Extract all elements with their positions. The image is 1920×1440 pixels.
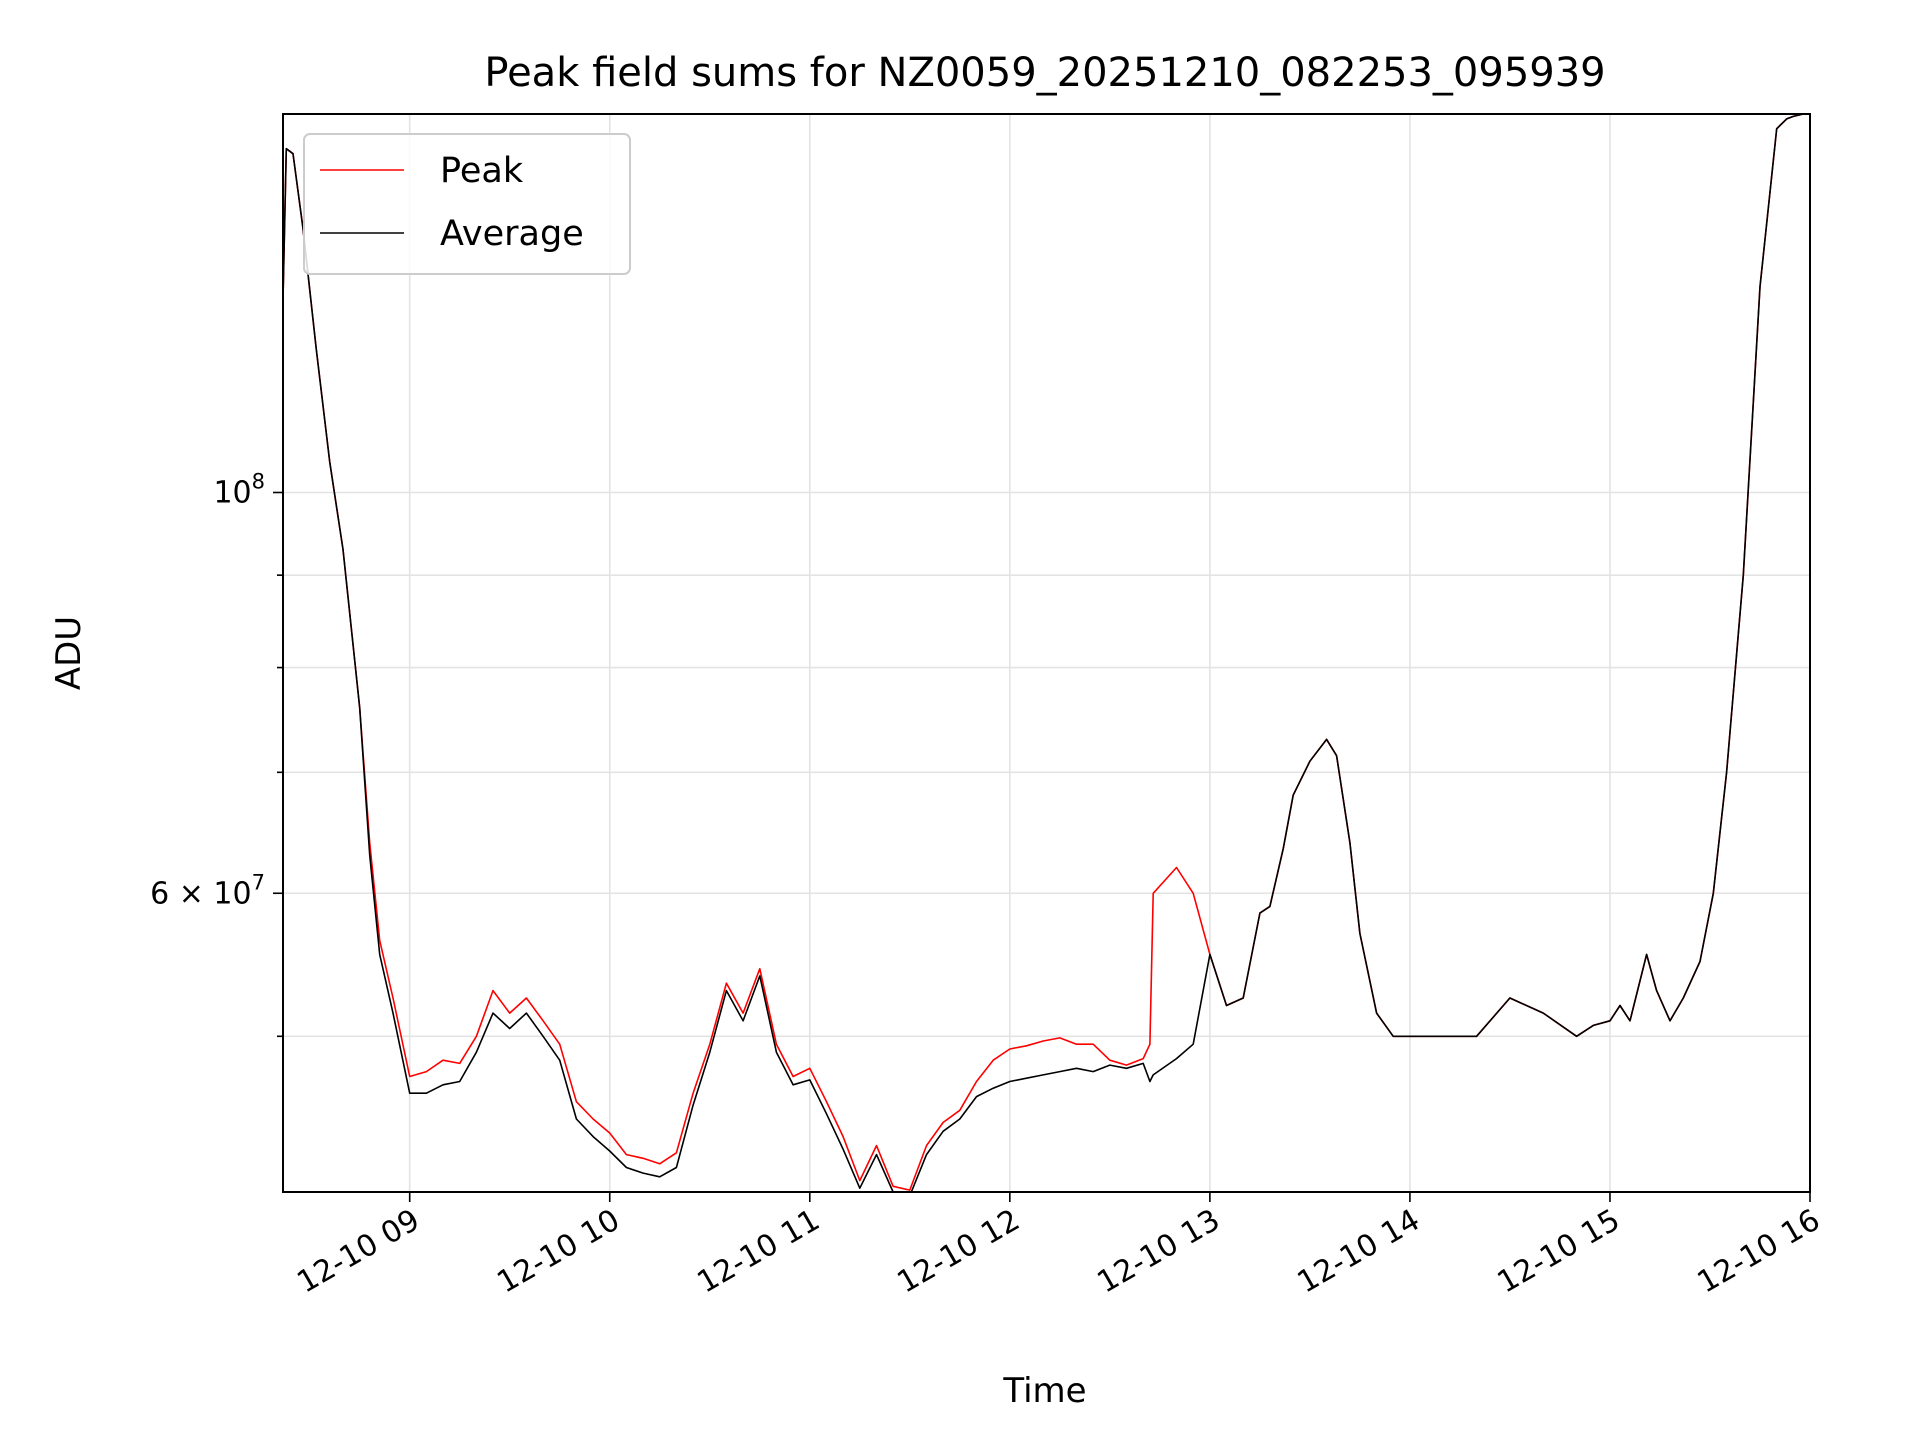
grid <box>283 114 1811 1192</box>
legend-label-peak: Peak <box>440 151 524 191</box>
legend-box <box>303 133 631 275</box>
x-axis-label: Time <box>1002 1371 1086 1411</box>
chart-title: Peak field sums for NZ0059_20251210_0822… <box>484 50 1605 96</box>
y-tick-label: 6 × 107 <box>150 870 265 911</box>
y-tick-label: 108 <box>213 469 265 510</box>
series-line-average <box>283 114 1810 1192</box>
legend-label-average: Average <box>440 214 584 254</box>
legend: Peak Average <box>303 133 631 275</box>
y-axis: 108 6 × 107 <box>150 469 283 1038</box>
plot-area <box>283 114 1810 1192</box>
plot-frame <box>282 113 1811 1193</box>
y-axis-label: ADU <box>49 616 89 690</box>
